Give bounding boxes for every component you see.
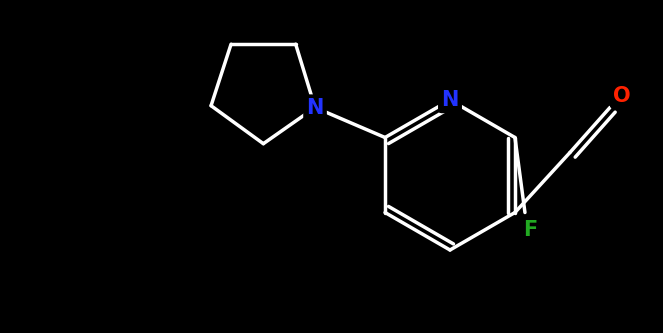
Text: N: N [442, 90, 459, 110]
Text: N: N [442, 90, 459, 110]
Text: F: F [523, 220, 537, 240]
Text: N: N [306, 98, 324, 118]
Text: F: F [523, 220, 537, 240]
Text: O: O [613, 86, 631, 106]
Text: O: O [613, 86, 631, 106]
